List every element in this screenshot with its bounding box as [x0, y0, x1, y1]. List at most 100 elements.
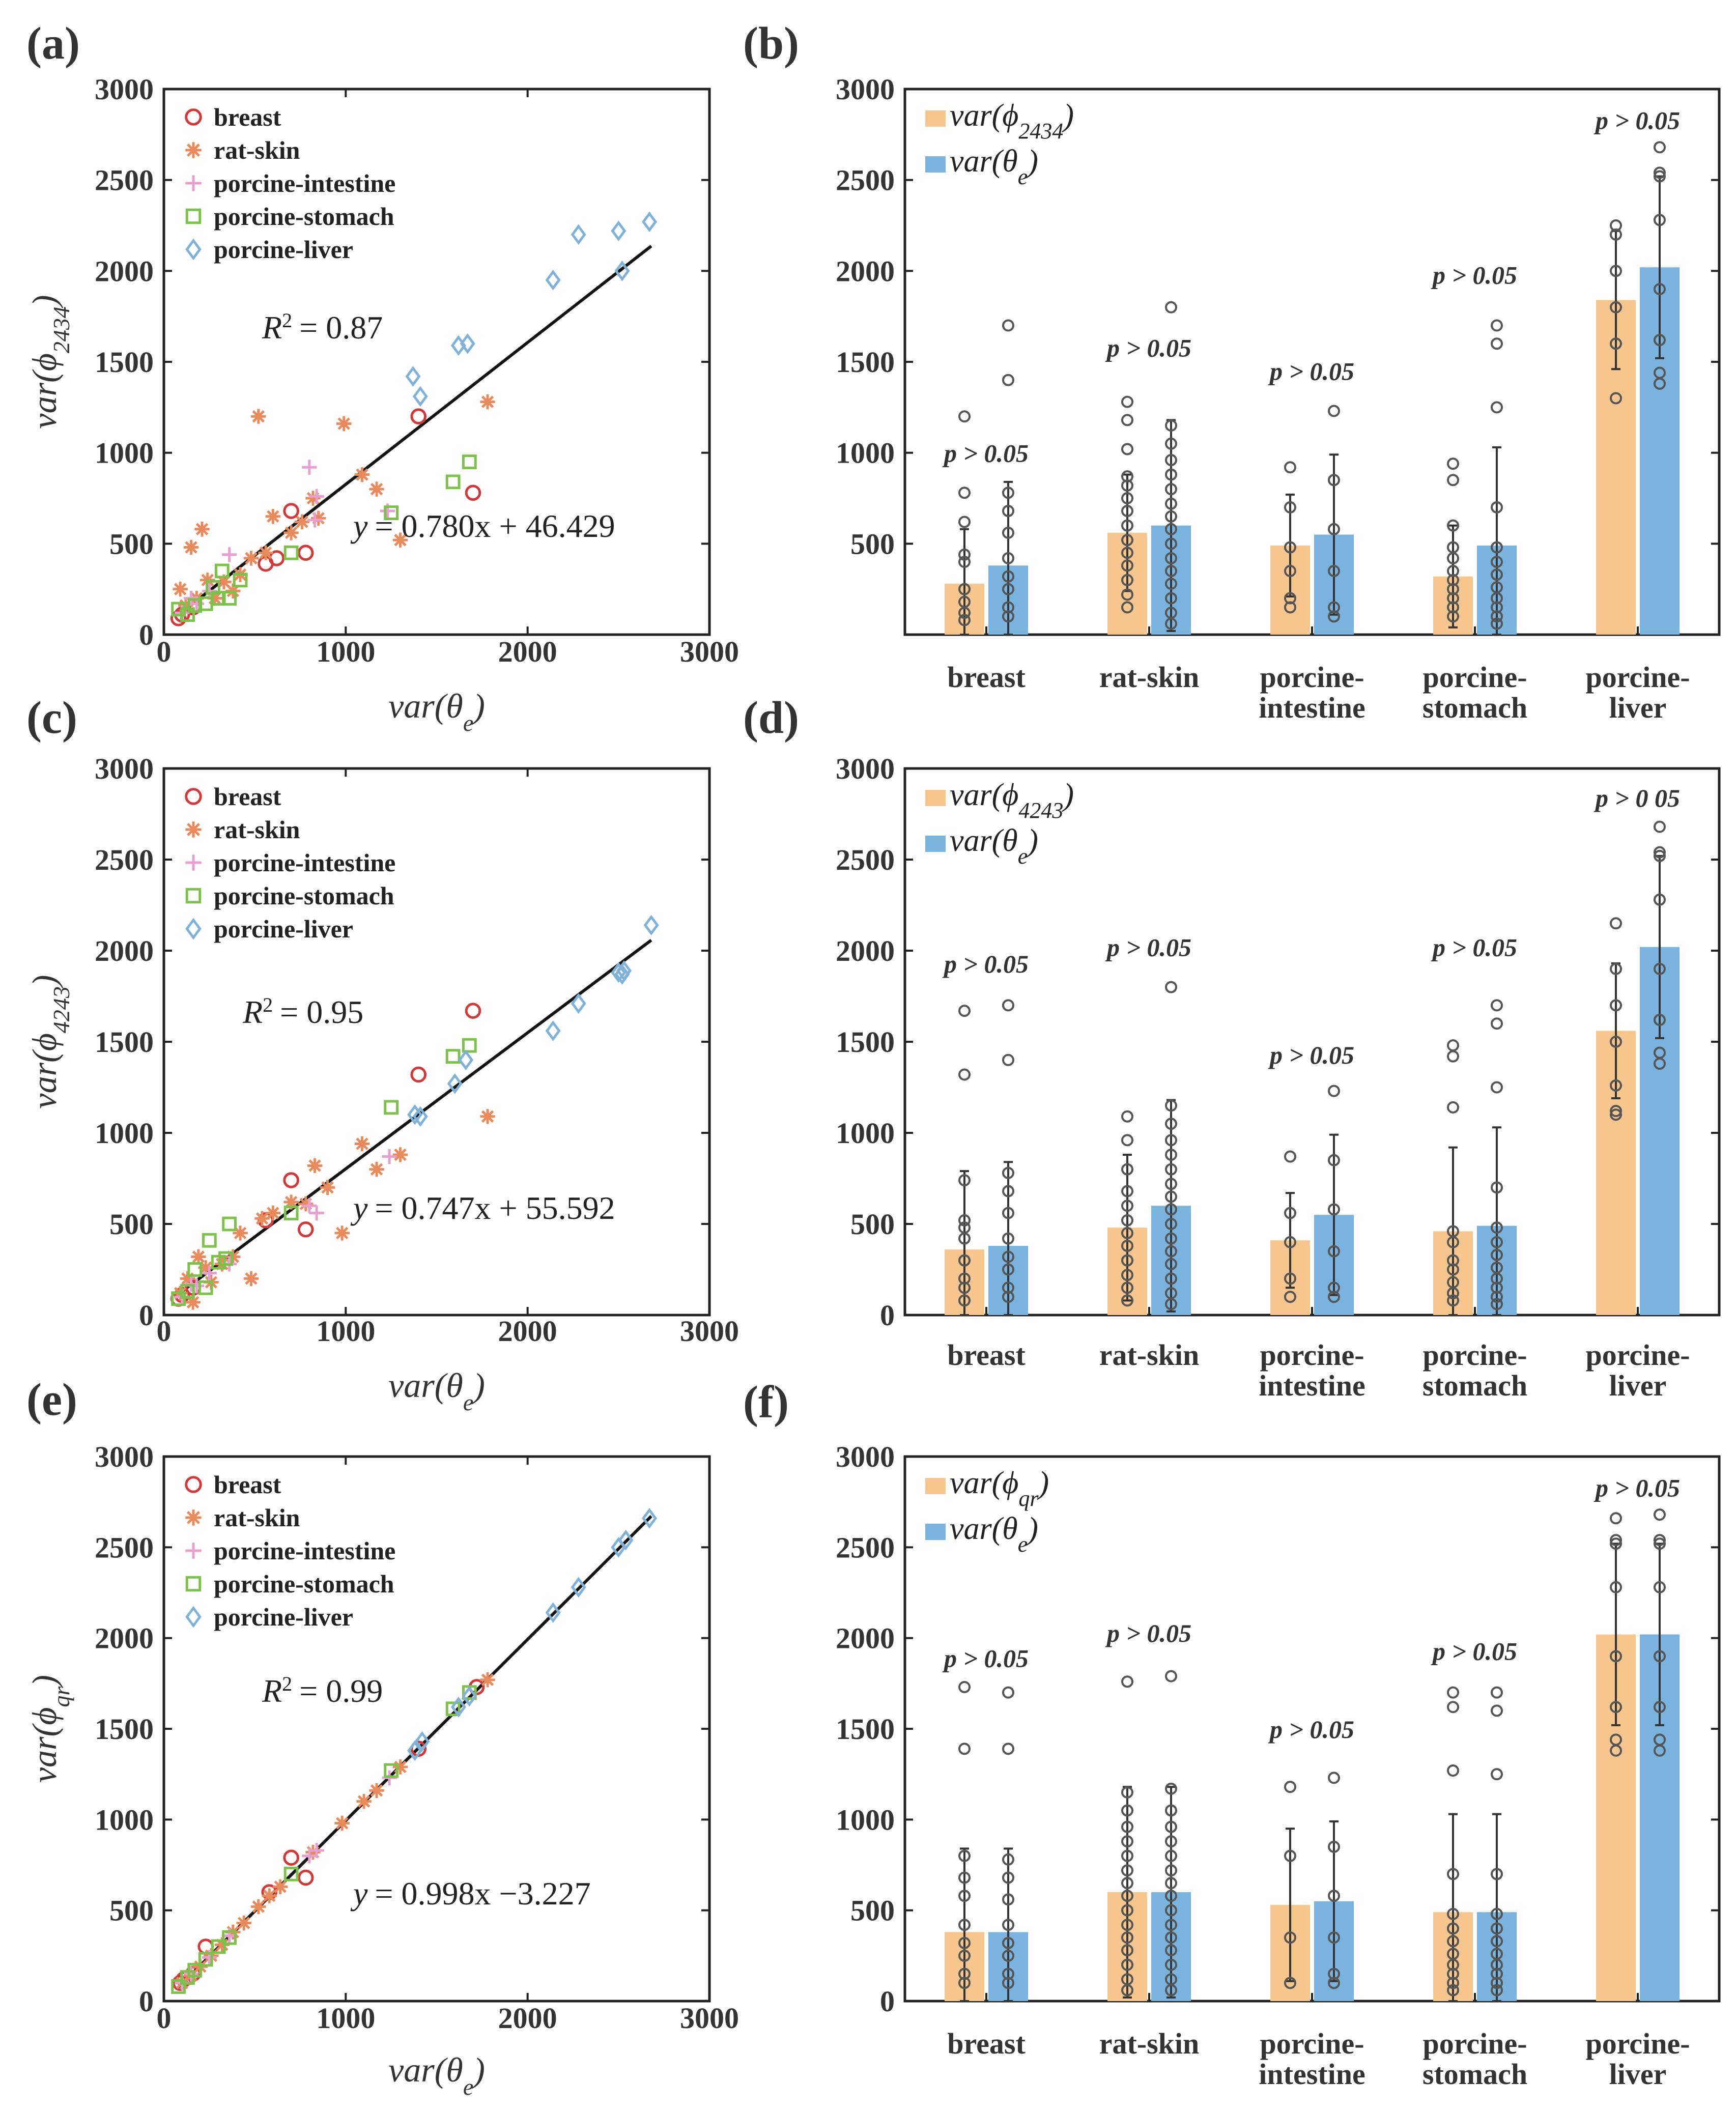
legend-swatch-phi [925, 1478, 946, 1494]
data-point [1447, 1263, 1459, 1276]
legend-entry: porcine-liver [214, 235, 353, 264]
data-point [1328, 1291, 1340, 1303]
data-point [1121, 559, 1133, 572]
category-label: porcine- [1422, 661, 1527, 694]
data-point [1447, 1948, 1459, 1960]
data-point [1654, 1534, 1666, 1547]
legend-entry: porcine-stomach [214, 1570, 394, 1598]
data-point [334, 1225, 350, 1241]
data-point [1491, 1181, 1503, 1194]
data-point [1165, 419, 1177, 432]
data-point [1491, 1291, 1503, 1303]
data-point [202, 1233, 217, 1248]
data-point [369, 1161, 384, 1177]
data-point [1002, 505, 1014, 518]
data-point [185, 1295, 201, 1310]
data-point [216, 574, 232, 590]
data-point [320, 1180, 335, 1195]
data-point [1610, 1537, 1622, 1550]
y-tick-label: 1500 [836, 1025, 895, 1059]
legend-swatch-phi [925, 790, 946, 806]
y-tick-label: 500 [109, 527, 154, 560]
data-point [1328, 1968, 1340, 1980]
data-point [1328, 1085, 1340, 1097]
series-porcine-stomach [171, 1685, 477, 1994]
data-point [1002, 1291, 1014, 1303]
category-label: porcine- [1585, 1338, 1690, 1372]
data-point [1121, 1294, 1133, 1307]
y-tick-label: 2500 [95, 1531, 154, 1564]
data-point [1328, 1245, 1340, 1258]
y-tick-label: 1000 [95, 437, 154, 470]
data-point [356, 1793, 372, 1809]
data-point [1610, 1733, 1622, 1746]
data-point [243, 551, 259, 566]
y-tick-label: 3000 [95, 73, 154, 106]
data-point [198, 1260, 213, 1275]
data-point [1447, 519, 1459, 532]
data-point [1654, 962, 1666, 975]
data-point [958, 1005, 971, 1017]
x-tick-label: 1000 [316, 635, 375, 668]
category-group-breast: p > 0.05 breast [942, 319, 1029, 694]
data-point [1121, 574, 1133, 586]
data-point [1002, 570, 1014, 583]
p-value-label: p > 0.05 [1593, 1473, 1680, 1502]
x-tick-label: 3000 [680, 2002, 739, 2035]
plot-frame [162, 767, 711, 1317]
data-point [958, 556, 971, 568]
data-point [305, 491, 321, 506]
data-point [1447, 1701, 1459, 1714]
data-point [1447, 574, 1459, 586]
data-point [1328, 405, 1340, 417]
data-point [1447, 1977, 1459, 1989]
data-point [1121, 1200, 1133, 1212]
data-point [1121, 1804, 1133, 1817]
data-point [1491, 1968, 1503, 1980]
category-label: porcine- [1260, 661, 1364, 694]
data-point [218, 1251, 233, 1266]
data-point [187, 1262, 203, 1277]
data-point [1121, 1786, 1133, 1799]
data-point [1610, 999, 1622, 1012]
data-point [1121, 1973, 1133, 1986]
data-point [958, 1214, 971, 1227]
legend-swatch-theta [925, 156, 946, 173]
data-point [369, 1783, 384, 1798]
data-point [384, 1100, 399, 1115]
panel-label: (d) [743, 693, 799, 743]
data-point [447, 1073, 463, 1094]
data-point [412, 1106, 428, 1127]
data-point [480, 394, 495, 410]
data-point [1610, 1079, 1622, 1092]
data-point [1121, 414, 1133, 426]
data-point [1121, 1675, 1133, 1688]
data-point [1002, 1207, 1014, 1219]
category-group-porcine-liver: p > 0.05 porcine-liver [1585, 106, 1690, 724]
x-tick-label: 2000 [498, 1315, 557, 1348]
p-value-label: p > 0.05 [942, 439, 1029, 468]
y-tick-label: 3000 [836, 752, 895, 785]
data-point [1491, 1907, 1503, 1920]
data-point [222, 1930, 237, 1945]
x-tick-label: 1000 [316, 1315, 375, 1348]
data-point [1610, 962, 1622, 975]
panel-label: (a) [26, 18, 80, 69]
data-point [462, 1038, 477, 1053]
data-point [1121, 395, 1133, 408]
data-point [1654, 820, 1666, 833]
r-squared-label: R2 = 0.87 [262, 309, 383, 346]
data-point [1491, 337, 1503, 350]
data-point [1610, 1036, 1622, 1048]
category-label: liver [1609, 1369, 1667, 1402]
data-point [958, 1294, 971, 1307]
y-tick-label: 2000 [836, 254, 895, 288]
data-point [1447, 1101, 1459, 1114]
legend-marker [185, 1606, 202, 1628]
category-label: porcine- [1585, 2027, 1690, 2060]
data-point [1165, 1190, 1177, 1203]
data-point [1447, 1907, 1459, 1920]
data-point [1491, 1868, 1503, 1880]
data-point [958, 1743, 971, 1755]
data-point [283, 1866, 299, 1881]
